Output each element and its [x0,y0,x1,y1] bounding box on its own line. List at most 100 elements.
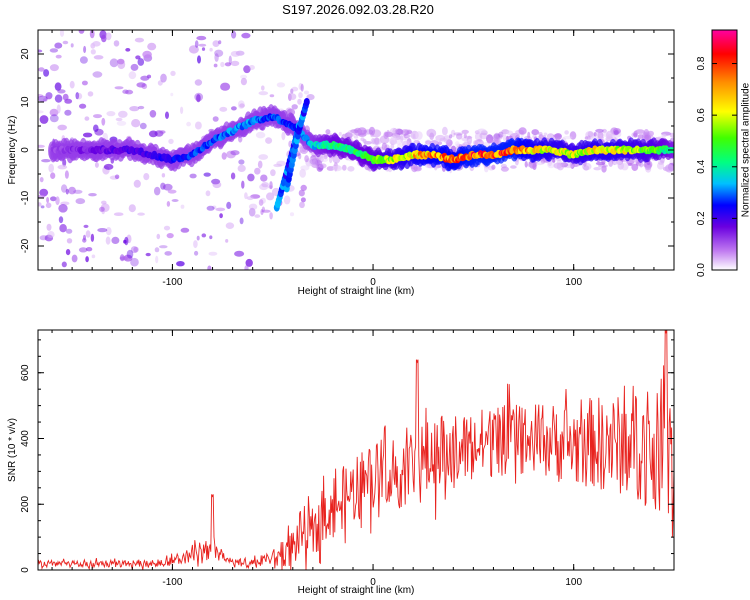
spectrogram-blob [93,55,104,60]
spectrogram-blob [239,103,245,108]
spectrogram-blob [194,40,199,48]
spectrogram-blob [134,37,144,43]
spectrogram-blob [531,129,539,136]
spectrogram-blob [129,106,140,112]
spectrogram-blob [189,173,197,179]
spectrogram-blob [156,233,161,240]
spectrogram-blob [209,47,213,52]
spectrogram-blob [148,130,158,138]
spectrogram-blob [613,130,619,136]
spectrogram-blob [269,94,275,98]
spectrogram-blob [65,188,69,195]
spectrogram-blob [157,80,163,86]
spectrogram-x-label: Height of straight line (km) [298,286,415,297]
spectrogram-blob [300,83,304,92]
spectrogram-blob [429,132,435,140]
spectrogram-blob [128,71,137,80]
spectrogram-blob [69,80,75,89]
spectrogram-blob [437,141,443,146]
spectrogram-blob [186,121,192,127]
spectrogram-blob [79,56,88,64]
spectrogram-blob [291,104,298,110]
spectrogram-blob [220,61,225,68]
spectrogram-blob [390,135,397,144]
spectrogram-blob [99,206,105,212]
spectrogram-blob [306,94,315,101]
spectrogram-blob [84,116,90,121]
snr-x-ticks: -100 0 100 [51,330,675,588]
spectrogram-blob [390,144,395,149]
spectrogram-blob [135,55,141,60]
spectrogram-blob [193,240,198,249]
spectrogram-blob [543,132,548,136]
spectrogram-blob [498,131,504,138]
spectrogram-blob [260,209,264,215]
spectrogram-blob [289,212,295,217]
spectrogram-blob [139,122,147,130]
spectrogram-blob [563,135,573,140]
spectrogram-blob [79,103,87,109]
spectrogram-blob [254,167,261,175]
spectrogram-blob [587,131,594,138]
spectrogram-blob [633,133,638,137]
spectrogram-blob [97,228,108,233]
spectrogram-blob [195,121,202,130]
spectrogram-blob [203,172,211,177]
spectrogram-blob [219,213,223,219]
colorbar-tick-label: 0.6 [696,108,707,122]
spectrogram-blob [298,189,305,197]
spectrogram-x-ticks: -100 0 100 [51,30,675,288]
spectrogram-blob [230,172,236,180]
spectrogram-blob [357,129,362,135]
spectrogram-blob [159,245,168,249]
spectrogram-blob [114,86,124,90]
y-tick-label: 0 [20,567,31,573]
spectrogram-blob [136,82,146,88]
spectrogram-blob [85,230,91,238]
spectrogram-blob [116,120,127,126]
spectrogram-blob [239,217,244,225]
spectrogram-blob [125,89,134,95]
spectrogram-blob [218,40,222,45]
spectrogram-blob [338,131,342,136]
spectrogram-blob [248,203,258,210]
spectrogram-blob [518,127,527,135]
spectrogram-blob [117,60,126,70]
spectrogram-blob [119,254,125,262]
spectrogram-blob [226,201,232,209]
spectrogram-blob [123,254,133,262]
spectrogram-blob [206,205,215,211]
colorbar-tick-label: 0.8 [696,56,707,70]
spectrogram-blob [38,67,45,72]
spectrogram-blob [394,128,403,135]
spectrogram-blob [91,254,96,259]
spectrogram-blob [606,130,613,140]
spectrogram-blob [553,162,563,169]
spectrogram-blob [57,89,66,94]
spectrogram-blob [94,162,99,168]
spectrogram-blob [413,139,420,144]
spectrogram-y-ticks: -20 -10 0 10 20 [20,29,674,271]
spectrogram-blob [85,247,93,252]
spectrogram-blob [180,106,184,115]
spectrogram-blob [647,130,654,137]
spectrogram-blob [347,129,356,137]
spectrogram-blob [205,190,211,197]
spectrogram-blob [170,70,176,76]
spectrogram-blob [476,128,487,135]
spectrogram-blob [57,164,68,170]
snr-frame [37,329,675,571]
spectrogram-blob [49,48,59,53]
spectrogram-blob [569,131,577,140]
spectrogram-blob [38,110,44,114]
spectrogram-blob [593,132,597,137]
spectrogram-blob [225,222,235,229]
spectrogram-blob [255,131,266,139]
spectrogram-blob [254,214,261,218]
spectrogram-blob [266,192,275,201]
spectrogram-blob [300,184,307,191]
spectrogram-blob [230,150,240,156]
spectrogram-blob [55,196,60,206]
spectrogram-blob [62,93,69,101]
colorbar-tick-label: 0.4 [696,159,707,173]
